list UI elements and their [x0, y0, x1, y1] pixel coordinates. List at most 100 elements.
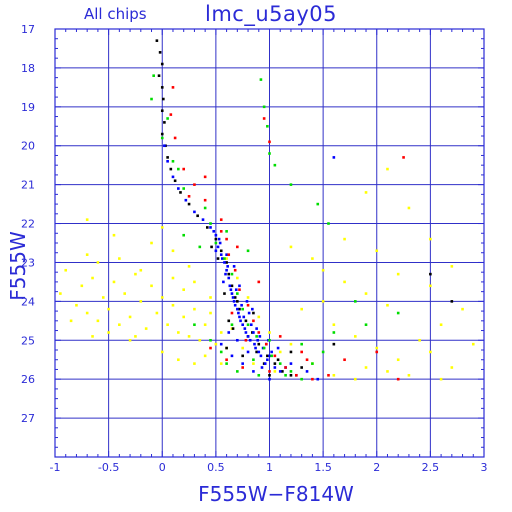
data-point	[332, 331, 336, 334]
data-point	[160, 136, 164, 140]
data-point	[273, 370, 277, 373]
data-point	[364, 292, 368, 295]
data-point	[232, 300, 236, 303]
data-point	[375, 350, 379, 354]
data-point	[177, 358, 180, 362]
data-point	[158, 51, 162, 54]
data-point	[439, 323, 443, 327]
data-point	[241, 346, 244, 350]
data-point	[196, 214, 199, 218]
data-point	[166, 156, 169, 159]
data-point	[91, 335, 94, 338]
y-tick-label: 25	[21, 334, 35, 347]
data-point	[243, 327, 247, 330]
data-point	[205, 226, 209, 229]
data-point	[226, 265, 229, 268]
data-point	[139, 300, 143, 303]
data-point	[187, 265, 191, 268]
data-point	[96, 319, 100, 323]
data-point	[210, 245, 213, 249]
data-point	[241, 307, 244, 311]
data-point	[300, 366, 303, 369]
data-point	[160, 132, 164, 136]
data-point	[171, 175, 175, 179]
data-point	[281, 370, 284, 373]
data-point	[209, 338, 212, 342]
data-point	[246, 303, 250, 307]
data-point	[96, 261, 100, 264]
data-point	[219, 362, 223, 365]
data-point	[244, 319, 248, 323]
data-point	[249, 323, 253, 327]
data-point	[160, 62, 164, 66]
data-point	[69, 319, 73, 323]
data-point	[295, 373, 298, 377]
data-point	[257, 331, 261, 334]
data-point	[244, 331, 248, 334]
data-point	[85, 311, 89, 315]
data-point	[259, 78, 263, 81]
data-point	[278, 362, 282, 365]
data-point	[160, 226, 164, 229]
y-tick-label: 26	[21, 373, 35, 386]
data-point	[193, 183, 196, 186]
data-point	[91, 276, 94, 280]
data-point	[171, 249, 175, 253]
data-point	[171, 159, 175, 163]
data-point	[364, 191, 368, 194]
points-layer	[59, 39, 475, 381]
data-point	[396, 377, 400, 381]
data-point	[223, 261, 226, 264]
data-point	[232, 265, 236, 268]
data-point	[166, 323, 169, 327]
data-point	[266, 124, 269, 128]
data-point	[386, 167, 389, 171]
data-point	[166, 159, 169, 163]
data-point	[252, 319, 255, 323]
data-point	[316, 377, 320, 381]
data-point	[311, 257, 314, 260]
data-point	[268, 331, 271, 334]
data-point	[224, 272, 227, 276]
data-point	[321, 268, 325, 272]
data-point	[219, 253, 223, 256]
y-tick-label: 27	[21, 412, 35, 425]
data-point	[327, 222, 330, 225]
data-point	[225, 268, 228, 272]
data-point	[289, 373, 293, 377]
data-point	[128, 338, 132, 342]
data-point	[300, 342, 303, 346]
x-tick-label: 2.5	[422, 461, 440, 474]
data-point	[160, 109, 164, 113]
data-point	[268, 338, 271, 342]
data-point	[254, 346, 257, 350]
data-point	[407, 206, 411, 210]
data-point	[257, 373, 261, 377]
data-point	[193, 362, 196, 365]
data-point	[289, 370, 293, 373]
data-point	[246, 335, 250, 338]
data-point	[252, 331, 255, 334]
data-point	[246, 323, 250, 327]
data-point	[255, 327, 258, 330]
data-point	[227, 319, 231, 323]
x-tick-label: 2	[373, 461, 380, 474]
data-point	[101, 296, 105, 299]
data-point	[311, 377, 314, 381]
data-point	[238, 307, 241, 311]
data-point	[407, 373, 411, 377]
data-point	[252, 362, 255, 365]
data-point	[236, 370, 239, 373]
data-point	[402, 156, 405, 159]
data-point	[182, 315, 185, 319]
data-point	[238, 284, 241, 288]
data-point	[321, 350, 325, 354]
y-axis-label: F555W	[6, 231, 30, 301]
data-point	[182, 167, 185, 171]
data-point	[219, 331, 223, 334]
data-point	[221, 257, 224, 260]
data-point	[236, 292, 239, 295]
data-point	[237, 311, 240, 315]
data-point	[134, 335, 137, 338]
data-point	[198, 245, 202, 249]
